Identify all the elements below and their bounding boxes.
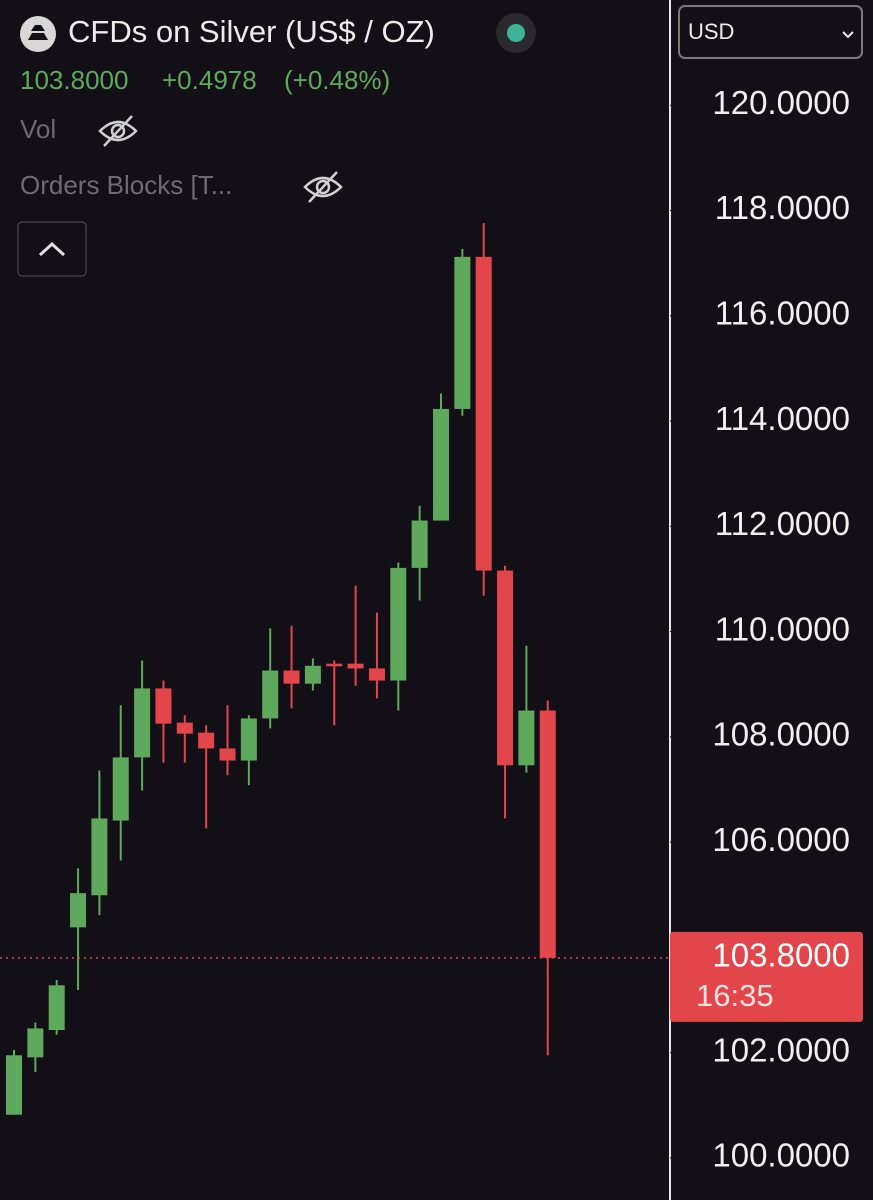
currency-dropdown[interactable]: USD — [678, 5, 863, 59]
y-tick-label: 118.0000 — [715, 189, 850, 226]
candle-body — [433, 408, 449, 521]
quote-price: 103.8000 — [20, 65, 128, 95]
hide-icon[interactable] — [98, 115, 138, 147]
indicator-label: Orders Blocks [T... — [20, 170, 232, 200]
last-price-box — [670, 931, 863, 1022]
candle-body — [240, 718, 257, 761]
candle-body — [304, 665, 321, 684]
candle-body — [6, 1055, 22, 1115]
candle-body — [91, 818, 108, 896]
last-price-label: 103.8000 — [712, 937, 850, 974]
candle-body — [112, 757, 129, 821]
candle-body — [134, 688, 151, 758]
symbol-logo — [20, 16, 56, 52]
candle-body — [539, 710, 556, 958]
candle-body — [390, 567, 407, 681]
candle-body — [262, 670, 279, 719]
candle-body — [70, 893, 87, 928]
quote-change-pct: (+0.48%) — [284, 65, 390, 95]
y-tick-label: 102.0000 — [712, 1031, 850, 1068]
y-tick-label: 120.0000 — [712, 84, 850, 121]
candle-body — [326, 663, 343, 667]
candle-body — [497, 570, 514, 766]
market-status — [507, 24, 525, 42]
candle-body — [454, 256, 471, 409]
hide-icon[interactable] — [303, 171, 343, 203]
candle-body — [48, 985, 65, 1030]
y-tick-label: 100.0000 — [712, 1137, 850, 1174]
currency-label: USD — [688, 19, 734, 44]
y-tick-label: 114.0000 — [715, 400, 850, 437]
collapse-button[interactable] — [17, 221, 87, 277]
y-tick-label: 108.0000 — [712, 716, 850, 753]
chart-title: CFDs on Silver (US$ / OZ) — [68, 14, 435, 49]
candle-body — [518, 710, 535, 766]
candle-body — [219, 748, 236, 761]
candle-body — [283, 670, 300, 684]
y-tick-label: 110.0000 — [715, 610, 850, 647]
candle-body — [27, 1028, 44, 1058]
y-tick-label: 112.0000 — [715, 505, 850, 542]
candle-body — [176, 722, 193, 734]
candle-body — [475, 256, 492, 571]
candle-body — [198, 732, 215, 749]
quote-change: +0.4978 — [162, 65, 257, 95]
y-tick-label: 106.0000 — [712, 821, 850, 858]
candle-body — [347, 663, 364, 669]
indicator-label: Vol — [20, 114, 56, 144]
y-tick-label: 116.0000 — [715, 295, 850, 332]
candle-body — [155, 688, 172, 724]
candle-body — [368, 668, 385, 681]
candle-body — [411, 520, 428, 568]
countdown-label: 16:35 — [696, 978, 774, 1013]
